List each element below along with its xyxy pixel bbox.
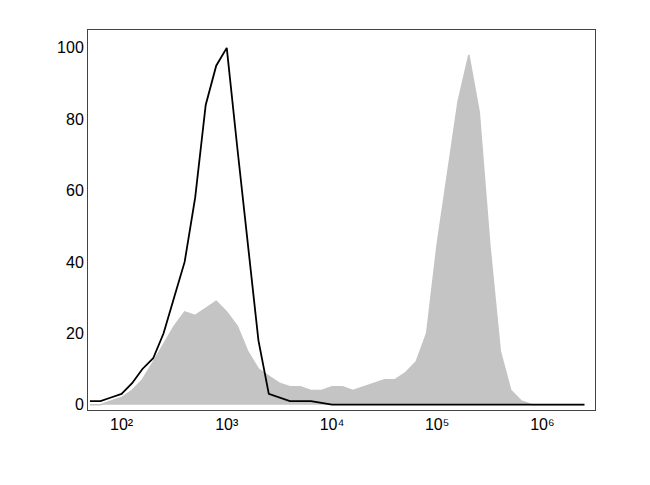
- svg-text:10⁶: 10⁶: [530, 416, 554, 433]
- svg-text:10²: 10²: [110, 416, 134, 433]
- svg-text:80: 80: [66, 111, 84, 128]
- svg-text:0: 0: [75, 396, 84, 413]
- svg-text:10⁵: 10⁵: [425, 416, 449, 433]
- svg-text:60: 60: [66, 182, 84, 199]
- svg-text:40: 40: [66, 254, 84, 271]
- svg-text:100: 100: [57, 39, 84, 56]
- svg-text:10⁴: 10⁴: [320, 416, 345, 433]
- svg-text:10³: 10³: [215, 416, 239, 433]
- svg-text:20: 20: [66, 325, 84, 342]
